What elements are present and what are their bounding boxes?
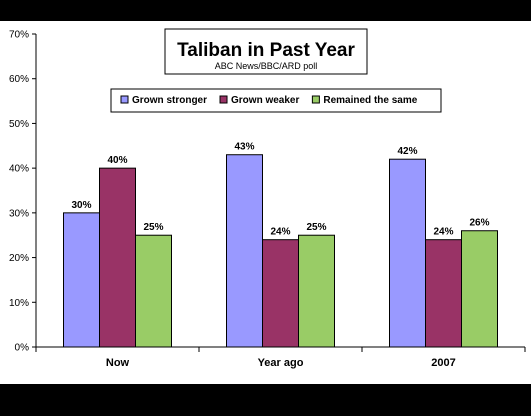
- y-tick-label: 70%: [9, 30, 29, 41]
- bars: [63, 154, 498, 348]
- category-label: Now: [106, 357, 130, 369]
- bar-value-label: 24%: [270, 227, 290, 238]
- bar-value-label: 25%: [306, 222, 326, 233]
- bar: [135, 234, 172, 348]
- legend-label: Grown weaker: [231, 95, 299, 106]
- legend-swatch: [219, 95, 228, 104]
- legend-swatch: [120, 95, 129, 104]
- y-tick-label: 20%: [9, 253, 29, 264]
- bar: [461, 230, 498, 348]
- bar: [99, 167, 136, 348]
- legend-items: Grown stronger Grown weaker Remained the s…: [120, 95, 418, 106]
- bar-labels: 30% 40% 25% 43% 24% 25% 42% 24% 26%: [71, 142, 489, 238]
- category-label: 2007: [431, 357, 455, 369]
- bar-value-label: 25%: [143, 222, 163, 233]
- bar: [63, 212, 100, 348]
- bar-value-label: 24%: [433, 227, 453, 238]
- y-tick-label: 40%: [9, 164, 29, 175]
- bar-value-label: 40%: [107, 155, 127, 166]
- y-tick-label: 30%: [9, 208, 29, 219]
- top-border: [0, 0, 531, 21]
- category-label: Year ago: [258, 357, 304, 369]
- y-tick-label: 60%: [9, 74, 29, 85]
- y-tick-label: 10%: [9, 298, 29, 309]
- y-tick-label: 0%: [15, 343, 30, 354]
- bar: [298, 234, 335, 348]
- legend: Grown stronger Grown weaker Remained the s…: [110, 88, 442, 113]
- y-tick-label: 50%: [9, 119, 29, 130]
- legend-label: Grown stronger: [132, 95, 207, 106]
- legend-label: Remained the same: [323, 95, 417, 106]
- bar-value-label: 43%: [234, 142, 254, 153]
- chart-subtitle: ABC News/BBC/ARD poll: [215, 61, 318, 71]
- x-ticks: [35, 347, 526, 352]
- x-labels: Now Year ago 2007: [106, 357, 456, 369]
- bar-value-label: 42%: [397, 146, 417, 157]
- bar: [389, 158, 426, 348]
- bottom-border: [0, 384, 531, 411]
- y-ticks: 0% 10% 20% 30% 40% 50% 60% 70%: [9, 30, 36, 354]
- bar: [425, 239, 462, 348]
- bar: [226, 154, 263, 348]
- chart-title: Taliban in Past Year: [177, 40, 355, 61]
- bar-value-label: 30%: [71, 200, 91, 211]
- legend-swatch: [311, 95, 320, 104]
- bar: [262, 239, 299, 348]
- legend-box: [110, 88, 442, 113]
- title-box-border: [164, 28, 368, 75]
- title-box: Taliban in Past Year ABC News/BBC/ARD po…: [164, 28, 368, 75]
- bar-value-label: 26%: [469, 218, 489, 229]
